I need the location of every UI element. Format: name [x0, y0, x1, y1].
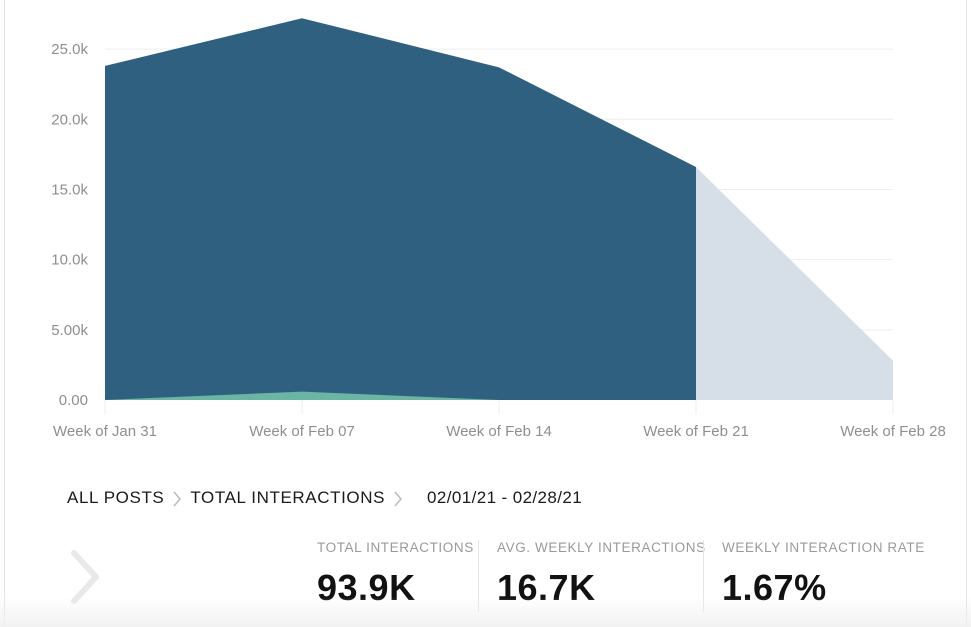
metric-label: WEEKLY INTERACTION RATE [722, 540, 925, 555]
breadcrumb-all-posts[interactable]: ALL POSTS [67, 488, 165, 507]
x-tick-label: Week of Feb 21 [643, 423, 749, 440]
y-tick-label: 5.00k [51, 322, 88, 339]
prev-button[interactable] [66, 547, 106, 607]
series-area [105, 18, 696, 401]
y-axis: 0.00 5.00k 10.0k 15.0k 20.0k 25.0k [51, 41, 88, 409]
y-tick-label: 15.0k [51, 181, 88, 198]
series-area [105, 391, 499, 400]
chevron-right-icon [71, 550, 99, 604]
date-range: 02/01/21 - 02/28/21 [427, 488, 583, 507]
chevron-right-icon [164, 488, 190, 508]
bottom-fade [0, 597, 971, 627]
metric-divider [703, 540, 704, 612]
x-axis: Week of Jan 31 Week of Feb 07 Week of Feb … [53, 400, 946, 440]
projected-area [696, 166, 893, 400]
y-tick-label: 20.0k [51, 111, 88, 128]
x-tick-label: Week of Feb 07 [249, 423, 355, 440]
metric-label: TOTAL INTERACTIONS [317, 540, 474, 555]
breadcrumb: ALL POSTS TOTAL INTERACTIONS 02/01/21 - … [67, 486, 582, 510]
chart-areas [105, 18, 893, 401]
card-frame [4, 0, 967, 627]
y-tick-label: 10.0k [51, 252, 88, 269]
metric-label: AVG. WEEKLY INTERACTIONS [497, 540, 706, 555]
y-tick-label: 25.0k [51, 41, 88, 58]
breadcrumb-total-interactions[interactable]: TOTAL INTERACTIONS [190, 488, 386, 507]
x-tick-label: Week of Jan 31 [53, 423, 157, 440]
chevron-right-icon [385, 488, 411, 508]
metric-divider [478, 540, 479, 612]
x-tick-label: Week of Feb 14 [446, 423, 552, 440]
interactions-area-chart: 0.00 5.00k 10.0k 15.0k 20.0k 25.0k Week of Ja… [51, 18, 946, 440]
y-tick-label: 0.00 [59, 392, 88, 409]
x-tick-label: Week of Feb 28 [840, 423, 946, 440]
